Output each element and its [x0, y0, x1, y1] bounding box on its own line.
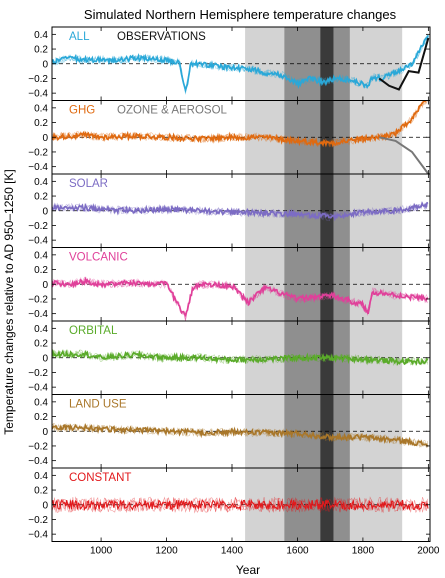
y-tick-label: 0.4	[34, 471, 48, 482]
series-lines	[52, 496, 429, 514]
y-axis-label: Temperature changes relative to AD 950–1…	[2, 169, 16, 435]
panel-label: VOLCANIC	[69, 252, 128, 264]
y-tick-label: −0.4	[28, 309, 48, 320]
panel-all: −0.4 −0.2 0 0.2 0.4 ALL OBSERVATIONS	[28, 26, 431, 101]
ensemble-mean-line	[52, 35, 429, 94]
ensemble-mean-line	[52, 276, 429, 318]
y-tick-label: 0.2	[34, 486, 48, 497]
y-tick-label: 0	[42, 500, 48, 511]
panel-orbital: −0.4 −0.2 0 0.2 0.4 ORBITAL	[28, 320, 431, 395]
x-tick-label: 1600	[286, 546, 309, 557]
shaded-interval-1	[284, 247, 350, 321]
y-tick-label: 0.2	[34, 339, 48, 350]
y-tick-label: 0	[42, 133, 48, 144]
panel-ghg: −0.4 −0.2 0 0.2 0.4 GHG OZONE & AEROSOL	[28, 100, 431, 175]
series-lines	[52, 100, 430, 174]
panel-label: SOLAR	[69, 178, 108, 190]
y-tick-label: 0.2	[34, 412, 48, 423]
x-axis-label: Year	[236, 563, 260, 577]
y-tick-label: −0.2	[28, 368, 48, 379]
panel-extra-label: OBSERVATIONS	[117, 31, 206, 43]
y-tick-label: 0.2	[34, 118, 48, 129]
shaded-interval-1	[284, 174, 350, 248]
x-tick-label: 1800	[352, 546, 375, 557]
y-tick-label: −0.2	[28, 147, 48, 158]
panel-constant: −0.4 −0.2 0 0.2 0.4 CONSTANT 1000 1200 1400 1600 1…	[28, 467, 440, 557]
shaded-interval-1	[284, 27, 350, 101]
ensemble-member-line	[52, 349, 428, 366]
panel-label: CONSTANT	[69, 472, 131, 484]
panel-label: ALL	[69, 31, 90, 43]
ensemble-mean-line	[52, 498, 429, 512]
panel-label: LAND USE	[69, 399, 127, 411]
ensemble-member-line	[52, 496, 428, 514]
x-tick-label: 2000	[417, 546, 440, 557]
panel-extra-label: OZONE & AEROSOL	[117, 105, 228, 117]
y-tick-label: −0.4	[28, 162, 48, 173]
y-tick-label: −0.4	[28, 383, 48, 394]
ensemble-member-line	[52, 276, 428, 321]
y-tick-label: −0.4	[28, 236, 48, 247]
panels-group: −0.4 −0.2 0 0.2 0.4 ALL OBSERVATIONS −0.4 −0.2 0 0…	[28, 26, 440, 557]
shaded-interval-1	[284, 100, 350, 174]
y-tick-label: 0.2	[34, 45, 48, 56]
ensemble-member-line	[52, 100, 427, 148]
ensemble-member-line	[52, 496, 428, 513]
y-tick-label: 0.4	[34, 324, 48, 335]
series-lines	[52, 422, 429, 449]
ozone-aerosol-line	[379, 136, 430, 174]
panel-label: GHG	[69, 105, 95, 117]
y-tick-label: 0.4	[34, 250, 48, 261]
y-tick-label: 0	[42, 206, 48, 217]
series-lines	[52, 276, 429, 321]
series-lines	[52, 35, 430, 95]
y-tick-label: 0.4	[34, 30, 48, 41]
y-tick-label: 0	[42, 280, 48, 291]
y-tick-label: 0.4	[34, 103, 48, 114]
series-lines	[52, 201, 429, 222]
y-tick-label: 0.4	[34, 177, 48, 188]
y-tick-label: 0	[42, 59, 48, 70]
y-tick-label: −0.2	[28, 441, 48, 452]
y-tick-label: 0.4	[34, 397, 48, 408]
chart-title: Simulated Northern Hemisphere temperatur…	[84, 7, 397, 22]
ensemble-mean-line	[52, 100, 427, 148]
y-tick-label: 0	[42, 427, 48, 438]
ensemble-mean-line	[52, 201, 429, 222]
x-tick-label: 1400	[221, 546, 244, 557]
y-tick-label: −0.2	[28, 74, 48, 85]
y-tick-label: −0.4	[28, 456, 48, 467]
y-tick-label: −0.4	[28, 89, 48, 100]
y-tick-label: −0.4	[28, 530, 48, 541]
observations-line	[378, 37, 430, 91]
y-tick-label: −0.2	[28, 515, 48, 526]
ensemble-mean-line	[52, 422, 429, 447]
panel-land-use: −0.4 −0.2 0 0.2 0.4 LAND USE	[28, 394, 431, 469]
x-tick-label: 1200	[155, 546, 178, 557]
y-tick-label: −0.2	[28, 294, 48, 305]
x-tick-label: 1000	[90, 546, 113, 557]
y-tick-label: 0.2	[34, 192, 48, 203]
series-lines	[52, 348, 429, 366]
y-tick-label: −0.2	[28, 221, 48, 232]
panel-volcanic: −0.4 −0.2 0 0.2 0.4 VOLCANIC	[28, 247, 431, 322]
panel-label: ORBITAL	[69, 325, 118, 337]
panel-solar: −0.4 −0.2 0 0.2 0.4 SOLAR	[28, 173, 431, 248]
ensemble-mean-line	[52, 348, 429, 366]
y-tick-label: 0.2	[34, 265, 48, 276]
y-tick-label: 0	[42, 353, 48, 364]
